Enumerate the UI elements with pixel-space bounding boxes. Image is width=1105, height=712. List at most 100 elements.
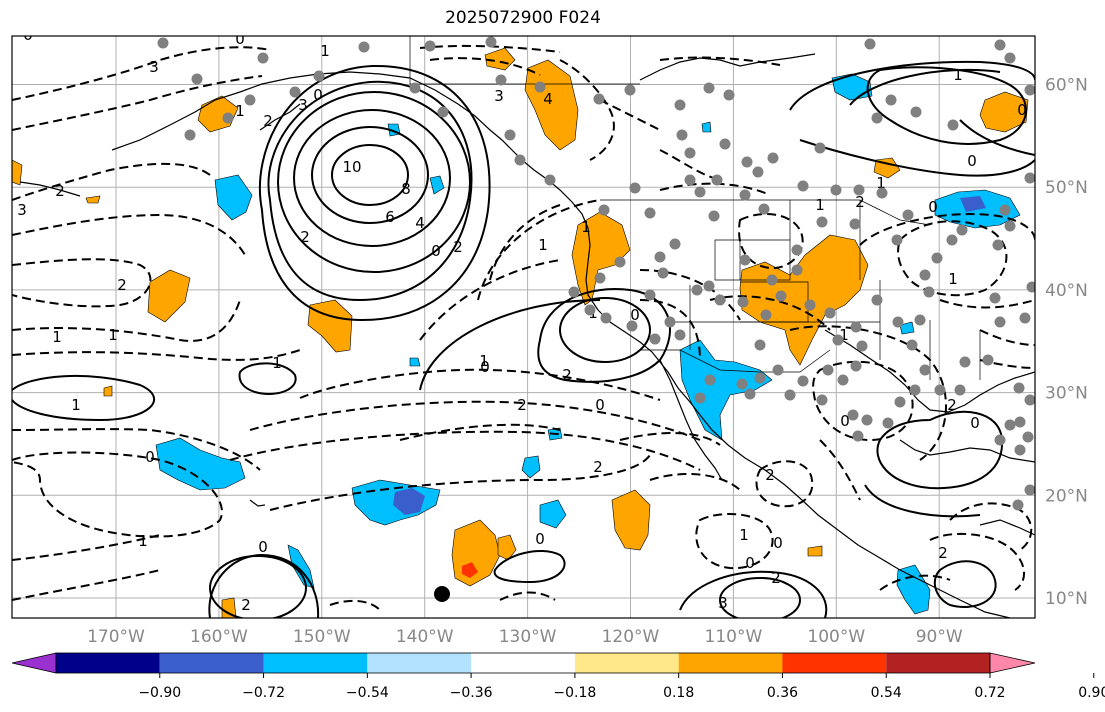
station-dot: [654, 251, 666, 263]
station-dot: [1004, 419, 1016, 431]
contour-label: 0: [745, 554, 755, 572]
station-dot: [1024, 84, 1035, 96]
station-dots: [157, 36, 1035, 511]
station-dot: [760, 309, 772, 321]
contour-label: 3: [718, 594, 728, 612]
station-dot: [919, 364, 931, 376]
station-dot: [594, 272, 606, 284]
station-dot: [544, 174, 556, 186]
station-dot: [766, 274, 778, 286]
contour-label: 0: [773, 534, 783, 552]
contour-label: 2: [55, 182, 65, 200]
contour-label: 1: [948, 270, 958, 288]
colorbar-tick-label: −0.72: [242, 685, 285, 701]
station-dot: [832, 334, 844, 346]
lon-tick-label: 130°W: [499, 627, 557, 647]
station-dot: [584, 304, 596, 316]
station-dot: [797, 180, 809, 192]
strong-negative-shading: [393, 196, 986, 515]
contour-label: 1: [839, 326, 849, 344]
station-dot: [1022, 431, 1034, 443]
station-dot: [849, 218, 861, 230]
station-dot: [882, 417, 894, 429]
station-dot: [719, 138, 731, 150]
station-dot: [830, 184, 842, 196]
contour-label: 8: [401, 180, 411, 198]
contour-label: 4: [415, 214, 425, 232]
contour-label: 2: [938, 544, 948, 562]
station-dot: [754, 339, 766, 351]
station-dot: [804, 299, 816, 311]
station-dot: [906, 339, 918, 351]
contour-label: 0: [235, 30, 245, 48]
station-dot: [669, 238, 681, 250]
contour-label: 0: [630, 306, 640, 324]
contour-label: 1: [876, 174, 886, 192]
station-dot: [994, 316, 1006, 328]
contour-label: 0: [595, 396, 605, 414]
contour-label: 1: [953, 66, 963, 84]
contour-label: 0: [967, 152, 977, 170]
station-dot: [816, 394, 828, 406]
political-borders: [409, 36, 981, 380]
contour-label: 2: [117, 276, 127, 294]
lat-tick-label: 40°N: [1045, 281, 1088, 301]
station-dot: [600, 312, 612, 324]
contour-label: 1: [138, 532, 148, 550]
station-dot: [814, 142, 826, 154]
station-dot: [902, 209, 914, 221]
station-dot: [657, 267, 669, 279]
contour-label: 2: [593, 458, 603, 476]
station-dot: [797, 375, 809, 387]
contour-label: 0: [145, 448, 155, 466]
station-dot: [914, 314, 926, 326]
lon-tick-label: 90°W: [916, 627, 963, 647]
station-dot: [959, 356, 971, 368]
station-dot: [664, 316, 676, 328]
contour-label: 0: [23, 26, 33, 44]
station-dot: [437, 106, 449, 118]
station-dot: [847, 409, 859, 421]
station-dot: [754, 372, 766, 384]
station-dot: [923, 286, 935, 298]
station-dot: [852, 430, 864, 442]
station-dot: [485, 36, 497, 48]
contour-label: 1: [71, 396, 81, 414]
lat-tick-label: 10°N: [1045, 589, 1088, 609]
station-dot: [244, 94, 256, 106]
contour-label: 2: [855, 193, 865, 211]
colorbar-segment: [367, 653, 472, 673]
station-dot: [1014, 444, 1026, 456]
station-dot: [767, 152, 779, 164]
station-dot: [894, 396, 906, 408]
station-dot: [257, 52, 269, 64]
contour-label: 0: [431, 242, 441, 260]
contour-label: 1: [108, 326, 118, 344]
station-dot: [1019, 312, 1031, 324]
contour-label: 0: [480, 358, 490, 376]
station-dot: [1013, 382, 1025, 394]
station-dot: [644, 207, 656, 219]
lon-tick-label: 100°W: [807, 627, 865, 647]
station-dot: [1014, 416, 1026, 428]
station-dot: [1004, 220, 1016, 232]
contour-label: 1: [479, 352, 489, 370]
colorbar-tick-label: −0.54: [346, 685, 389, 701]
station-dot: [752, 166, 764, 178]
colorbar-extend-low: [11, 652, 57, 674]
colorbar-segment: [678, 653, 783, 673]
contour-label: 2: [517, 396, 527, 414]
station-dot: [708, 210, 720, 222]
station-dot: [850, 321, 862, 333]
contour-label: 3: [149, 58, 159, 76]
lat-tick-label: 50°N: [1045, 178, 1088, 198]
colorbar-segment: [886, 653, 990, 673]
strong-positive-shading: [462, 562, 478, 578]
station-dot: [864, 38, 876, 50]
dashed-contours: [12, 44, 1035, 611]
contour-label: 1: [52, 328, 62, 346]
station-dot: [956, 224, 968, 236]
station-dot: [876, 187, 888, 199]
station-dot: [157, 37, 169, 49]
contour-label: 3: [494, 87, 504, 105]
